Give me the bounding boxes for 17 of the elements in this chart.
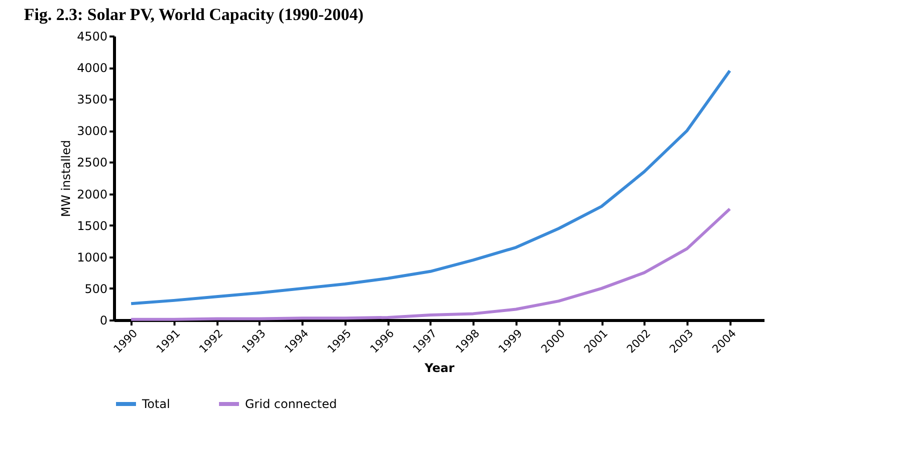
- y-tick-label: 2000: [76, 187, 108, 202]
- y-tick-label: 1500: [76, 218, 108, 233]
- y-tick-label: 0: [100, 314, 108, 328]
- y-tick-label: 3500: [76, 92, 108, 107]
- chart-title: Fig. 2.3: Solar PV, World Capacity (1990-2004): [24, 5, 364, 24]
- y-tick-label: 2500: [76, 156, 108, 170]
- y-axis-title: MW installed: [58, 140, 73, 217]
- legend-label: Total: [141, 397, 170, 411]
- x-axis-title: Year: [424, 361, 454, 376]
- y-tick-label: 4500: [76, 30, 108, 44]
- y-tick-label: 3000: [76, 124, 108, 138]
- y-tick-label: 500: [84, 282, 108, 296]
- legend-label: Grid connected: [245, 397, 337, 411]
- line-series: [130, 207, 732, 321]
- y-tick-label: 4000: [76, 61, 108, 76]
- y-tick-label: 1000: [76, 250, 108, 264]
- line-series: [130, 69, 732, 306]
